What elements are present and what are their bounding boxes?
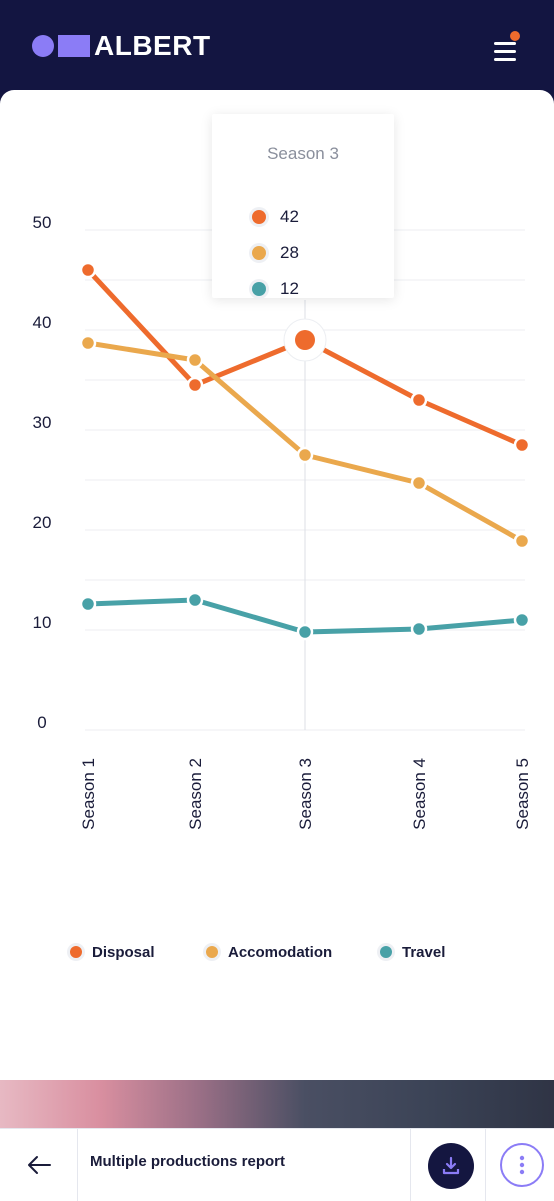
download-button[interactable]	[428, 1143, 474, 1189]
y-tick-label-40: 40	[33, 313, 52, 332]
menu-button[interactable]	[490, 31, 520, 66]
series-point-travel-1	[79, 595, 97, 613]
series-point-disposal-4	[410, 391, 428, 409]
x-tick-label-2: Season 2	[186, 758, 205, 830]
legend-label-disposal: Disposal	[92, 943, 155, 961]
series-point-disposal-3	[295, 330, 315, 350]
chart-tooltip: Season 3 42 28 12	[212, 114, 394, 298]
more-vertical-icon	[519, 1155, 525, 1175]
download-icon	[442, 1156, 460, 1175]
chart-card: 0 10 20 30 40 50 Season 1 Season 2 Season 3 Seaso…	[0, 90, 554, 1080]
more-options-button[interactable]	[500, 1143, 544, 1187]
line-chart: 0 10 20 30 40 50 Season 1 Season 2 Season 3 Seaso…	[33, 213, 532, 830]
tooltip-dot-travel	[252, 282, 266, 296]
tooltip-value-travel: 12	[280, 279, 299, 298]
legend-dot-accomodation	[206, 946, 218, 958]
hamburger-menu-icon	[494, 42, 516, 45]
series-point-accomodation-2	[186, 351, 204, 369]
background-image-strip	[0, 1080, 554, 1128]
tooltip-dot-disposal	[252, 210, 266, 224]
tooltip-value-accomodation: 28	[280, 243, 299, 262]
series-point-accomodation-4	[410, 474, 428, 492]
x-tick-label-5: Season 5	[513, 758, 532, 830]
tooltip-dot-accomodation	[252, 246, 266, 260]
hamburger-menu-icon	[494, 58, 516, 61]
logo-rect-shape	[58, 35, 90, 57]
legend-dot-travel	[380, 946, 392, 958]
arrow-left-icon	[27, 1156, 51, 1174]
legend-item-travel[interactable]: Travel	[380, 940, 445, 964]
legend-label-accomodation: Accomodation	[228, 943, 333, 961]
legend-item-accomodation[interactable]: Accomodation	[206, 940, 332, 964]
x-tick-label-4: Season 4	[410, 758, 429, 830]
albert-logo[interactable]: ALBERT	[32, 30, 211, 62]
series-point-travel-2	[186, 591, 204, 609]
series-point-disposal-2	[186, 376, 204, 394]
legend-item-disposal[interactable]: Disposal	[70, 940, 155, 964]
logo-circle-shape	[32, 35, 54, 57]
series-point-disposal-1	[79, 261, 97, 279]
legend-label-travel: Travel	[402, 943, 446, 961]
hamburger-menu-icon	[494, 50, 516, 53]
series-point-accomodation-1	[79, 334, 97, 352]
series-point-accomodation-5	[513, 532, 531, 550]
tooltip-row-disposal: 42	[252, 206, 299, 228]
tooltip-row-travel: 12	[252, 278, 299, 300]
series-point-travel-3	[296, 623, 314, 641]
series-point-travel-4	[410, 620, 428, 638]
y-tick-label-10: 10	[33, 613, 52, 632]
notification-dot	[510, 31, 520, 41]
x-tick-label-3: Season 3	[296, 758, 315, 830]
y-tick-label-50: 50	[33, 213, 52, 232]
app-header: ALBERT	[0, 0, 554, 92]
series-point-travel-5	[513, 611, 531, 629]
bottom-action-bar: Multiple productions report	[0, 1128, 554, 1201]
download-area	[410, 1129, 486, 1201]
report-title: Multiple productions report	[90, 1153, 285, 1170]
y-tick-label-30: 30	[33, 413, 52, 432]
tooltip-row-accomodation: 28	[252, 242, 299, 264]
series-point-disposal-5	[513, 436, 531, 454]
x-tick-label-1: Season 1	[79, 758, 98, 830]
logo-text: ALBERT	[94, 30, 211, 61]
tooltip-value-disposal: 42	[280, 207, 299, 226]
series-point-accomodation-3	[296, 446, 314, 464]
legend-dot-disposal	[70, 946, 82, 958]
y-tick-label-0: 0	[37, 713, 46, 732]
y-tick-label-20: 20	[33, 513, 52, 532]
back-button[interactable]	[0, 1129, 78, 1201]
chart-legend: Disposal Accomodation Travel	[0, 940, 554, 964]
tooltip-title: Season 3	[267, 144, 339, 163]
